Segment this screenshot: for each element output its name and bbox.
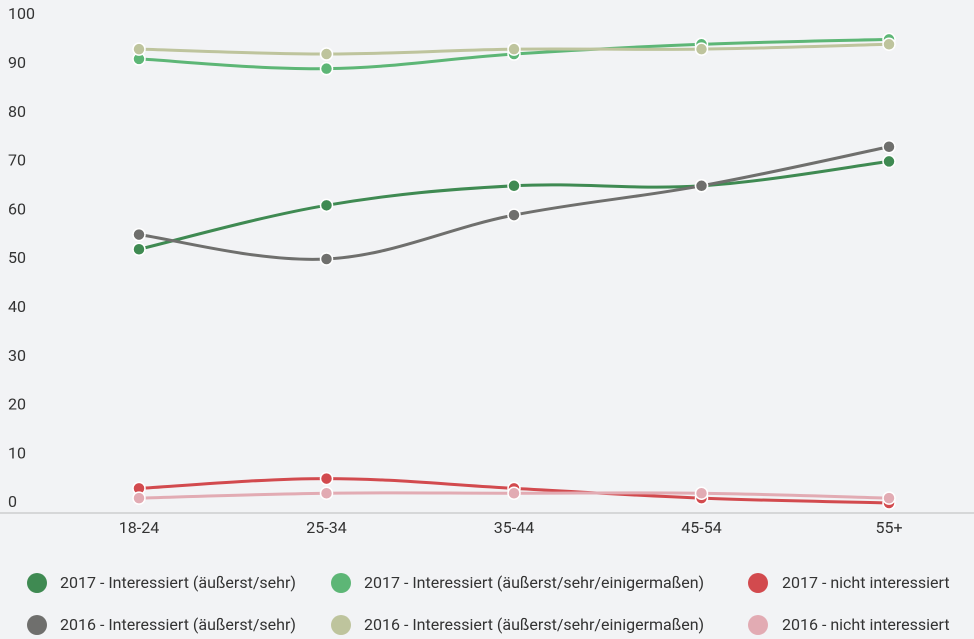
data-point bbox=[132, 227, 146, 242]
data-point bbox=[132, 242, 146, 256]
legend-label: 2016 - Interessiert (äußerst/sehr) bbox=[60, 615, 296, 634]
data-point bbox=[882, 37, 896, 52]
legend-swatch bbox=[27, 615, 47, 635]
y-tick-label: 20 bbox=[8, 395, 26, 414]
legend-label: 2016 - nicht interessiert bbox=[782, 615, 950, 634]
data-point bbox=[319, 252, 334, 266]
legend-label: 2016 - Interessiert (äußerst/sehr/einige… bbox=[364, 615, 704, 634]
data-point bbox=[507, 486, 521, 500]
y-tick-label: 50 bbox=[8, 248, 26, 267]
legend-swatch bbox=[748, 615, 768, 635]
data-point bbox=[319, 61, 334, 76]
data-point bbox=[694, 42, 709, 56]
data-point bbox=[694, 486, 709, 500]
data-point bbox=[507, 42, 521, 56]
legend-label: 2017 - Interessiert (äußerst/sehr/einige… bbox=[364, 573, 704, 592]
data-point bbox=[132, 42, 146, 56]
y-tick-label: 60 bbox=[8, 199, 26, 218]
y-tick-label: 90 bbox=[8, 53, 26, 72]
data-point bbox=[507, 208, 521, 222]
legend-label: 2017 - Interessiert (äußerst/sehr) bbox=[60, 573, 296, 592]
data-point bbox=[882, 140, 896, 154]
data-point bbox=[319, 198, 334, 213]
data-point bbox=[319, 471, 334, 486]
x-tick-label: 45-54 bbox=[681, 518, 721, 537]
data-point bbox=[507, 179, 521, 193]
y-tick-label: 10 bbox=[8, 443, 26, 462]
x-tick-label: 18-24 bbox=[119, 518, 159, 537]
y-tick-label: 100 bbox=[8, 4, 35, 23]
y-tick-label: 0 bbox=[8, 492, 17, 511]
x-tick-label: 25-34 bbox=[306, 518, 346, 537]
y-tick-label: 80 bbox=[8, 102, 26, 121]
x-tick-label: 35-44 bbox=[494, 518, 534, 537]
data-point bbox=[319, 47, 334, 61]
legend-swatch bbox=[748, 573, 768, 593]
legend-swatch bbox=[27, 573, 47, 593]
legend-label: 2017 - nicht interessiert bbox=[782, 573, 950, 592]
y-tick-label: 70 bbox=[8, 151, 26, 170]
y-tick-label: 30 bbox=[8, 346, 26, 365]
legend-swatch bbox=[331, 573, 351, 593]
legend-swatch bbox=[331, 615, 351, 635]
x-tick-label: 55+ bbox=[875, 518, 902, 537]
data-point bbox=[132, 491, 146, 505]
data-point bbox=[319, 486, 334, 500]
data-point bbox=[882, 154, 896, 169]
y-tick-label: 40 bbox=[8, 297, 26, 316]
data-point bbox=[882, 491, 896, 505]
data-point bbox=[694, 179, 709, 193]
